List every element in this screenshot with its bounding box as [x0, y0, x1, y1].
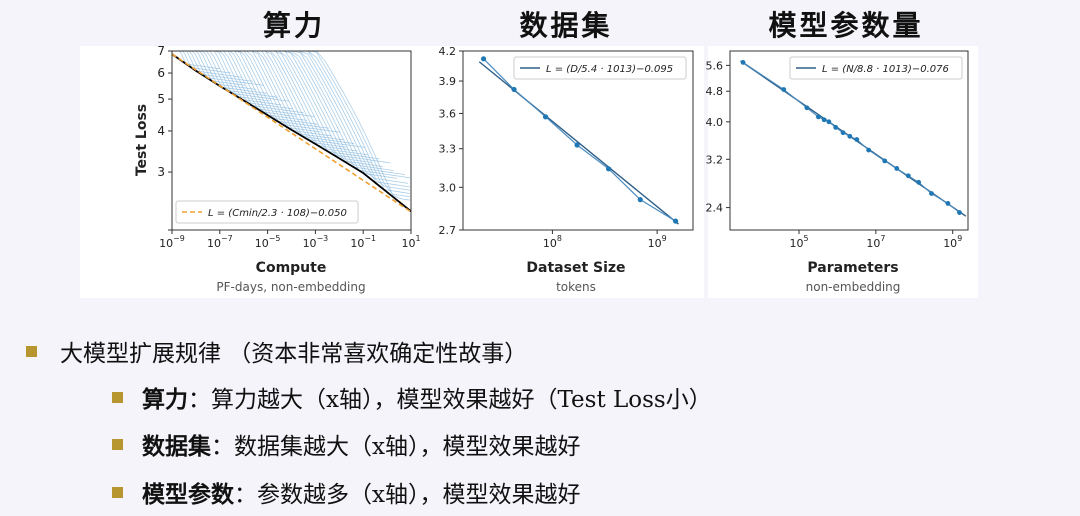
data-point: [854, 137, 860, 142]
y-tick-label: 6: [157, 66, 165, 80]
y-tick-label: 2.4: [706, 202, 724, 215]
data-point: [894, 166, 900, 171]
x-tick-label: 109: [943, 234, 962, 250]
data-point: [606, 166, 612, 172]
data-point: [574, 142, 580, 148]
x-tick-label: 105: [789, 234, 808, 250]
y-tick-label: 4.8: [706, 85, 724, 98]
x-tick-label: 10−3: [303, 234, 329, 250]
legend-parameters-box: [789, 56, 963, 80]
data-point: [672, 218, 679, 224]
x-tick-label: 10−5: [255, 234, 281, 250]
y-tick-label: 5.6: [706, 59, 724, 72]
data-point: [804, 105, 810, 111]
data-point: [847, 133, 853, 139]
axes-compute: [171, 50, 412, 231]
data-point: [821, 117, 827, 123]
data-point: [511, 86, 517, 93]
x-tick-label: 109: [648, 234, 667, 250]
y-tick-label: 3: [157, 165, 165, 179]
y-tick-label: 4: [157, 124, 165, 138]
legend-compute-box: [175, 200, 359, 224]
legend-compute-text: L = (Cmin/2.3 · 108)−0.050: [208, 208, 347, 219]
data-point: [542, 114, 549, 120]
data-point: [882, 158, 888, 164]
data-point: [866, 147, 872, 153]
x-tick-label: 101: [401, 234, 420, 250]
data-point: [957, 210, 962, 215]
bullet-marker: [26, 346, 37, 357]
x-tick-label: 10−1: [350, 234, 376, 250]
y-axis-label-compute: Test Loss: [134, 104, 150, 176]
y-tick-label: 7: [157, 44, 165, 58]
x-axis-label-compute: Compute: [256, 260, 327, 276]
legend-dataset-text: L = (D/5.4 · 1013)−0.095: [546, 64, 673, 75]
y-tick-label: 2.7: [439, 224, 457, 237]
chart-title-parameters: 模型参数量: [768, 9, 924, 42]
legend-dataset-box: [513, 56, 687, 80]
data-point: [916, 179, 922, 185]
bullet-marker: [112, 487, 123, 498]
y-tick-label: 3.3: [439, 143, 457, 156]
x-tick-label: 108: [543, 234, 562, 250]
bullet-params-label: 模型参数: [142, 481, 234, 508]
x-axis-label-dataset: Dataset Size: [526, 260, 625, 276]
data-point: [840, 130, 846, 136]
data-point: [945, 201, 951, 206]
data-point: [905, 173, 911, 179]
bullet-dataset-label: 数据集: [142, 433, 211, 460]
y-tick-label: 4.0: [706, 116, 724, 129]
data-point: [740, 59, 746, 65]
charts-svg: 10−9 10−7 10−5 10−3 10−1 101 3 4 5 6 7 Compute PF-da…: [134, 44, 969, 294]
data-point: [826, 119, 832, 125]
x-tick-label: 107: [866, 234, 885, 250]
legend-parameters-text: L = (N/8.8 · 1013)−0.076: [822, 64, 949, 75]
axes-parameters: [729, 50, 969, 231]
x-axis-sublabel-parameters: non-embedding: [806, 280, 901, 294]
plot-area-dataset: [463, 51, 693, 230]
axes-dataset: [462, 50, 694, 231]
x-axis-sublabel-dataset: tokens: [556, 280, 596, 294]
x-tick-label: 10−9: [159, 234, 185, 250]
bullet-marker: [112, 392, 123, 403]
y-tick-label: 3.0: [439, 181, 457, 194]
y-tick-label: 4.2: [439, 45, 457, 58]
data-line-parameters: [742, 61, 960, 214]
y-tick-label: 3.6: [439, 107, 457, 120]
data-point: [480, 56, 487, 62]
bullet-params-text: ：参数越多（x轴），模型效果越好: [234, 482, 581, 508]
bullet-dataset-text: ：数据集越大（x轴），模型效果越好: [211, 434, 581, 460]
bullet-main: 大模型扩展规律 （资本非常喜欢确定性故事）: [60, 341, 528, 367]
data-point: [781, 87, 787, 92]
x-axis-label-parameters: Parameters: [807, 260, 898, 276]
data-point: [929, 191, 934, 196]
bullet-compute-text: ：算力越大（x轴），模型效果越好（Test Loss小）: [188, 387, 712, 413]
chart-title-dataset: 数据集: [519, 9, 613, 42]
data-point: [637, 197, 643, 203]
data-point: [833, 124, 839, 130]
bullet-dataset: 数据集：数据集越大（x轴），模型效果越好: [142, 427, 580, 461]
bullet-params: 模型参数：参数越多（x轴），模型效果越好: [142, 475, 580, 509]
chart-title-compute: 算力: [262, 9, 325, 42]
bullet-marker: [112, 439, 123, 450]
y-tick-label: 3.2: [706, 153, 724, 166]
y-tick-label: 5: [157, 92, 165, 106]
bullet-compute-label: 算力: [142, 386, 188, 413]
x-axis-sublabel-compute: PF-days, non-embedding: [216, 280, 365, 294]
data-point: [816, 114, 821, 120]
y-tick-label: 3.9: [439, 75, 457, 88]
x-tick-label: 10−7: [207, 234, 233, 250]
bullet-compute: 算力：算力越大（x轴），模型效果越好（Test Loss小）: [142, 380, 712, 414]
